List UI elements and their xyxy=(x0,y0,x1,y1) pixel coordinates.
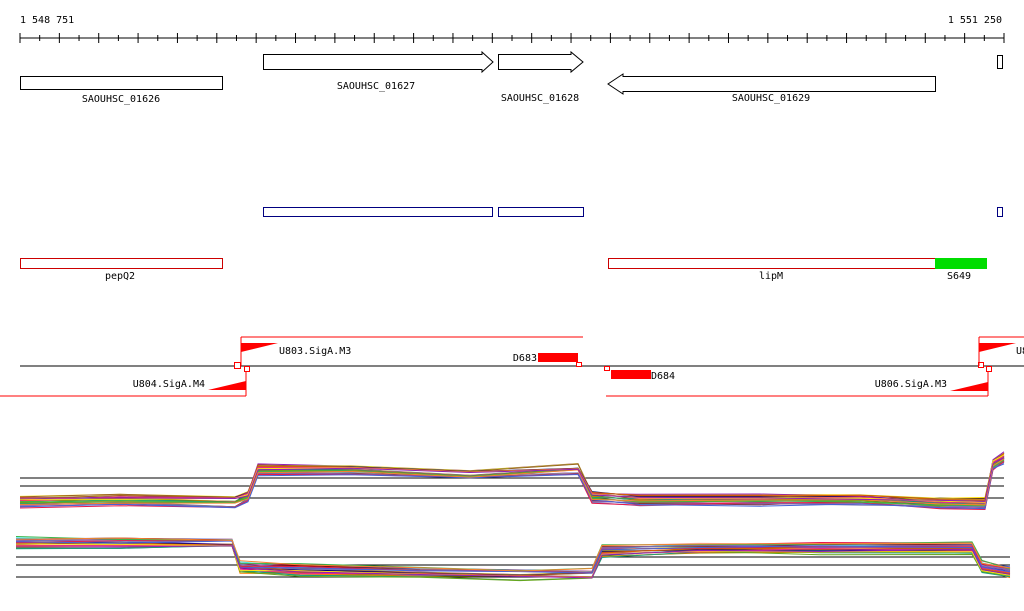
promoter-U804-triangle[interactable] xyxy=(208,381,246,390)
expression-trace xyxy=(15,537,1011,572)
feature-label: lipM xyxy=(759,271,783,282)
ruler-ticks xyxy=(19,33,1005,43)
cds-box[interactable] xyxy=(498,207,584,217)
coordinate-ruler: 1 548 751 1 551 250 xyxy=(19,15,1005,43)
expression-panel-reverse xyxy=(15,536,1011,582)
end-coordinate: 1 551 250 xyxy=(948,15,1002,26)
feature-label: S649 xyxy=(947,271,971,282)
expression-trace xyxy=(15,540,1011,574)
gene-label: SAOUHSC_01629 xyxy=(732,93,810,104)
expression-trace xyxy=(19,454,1005,501)
expression-traces xyxy=(19,451,1005,511)
terminator-marker xyxy=(576,362,582,367)
gene-label: SAOUHSC_01627 xyxy=(337,81,415,92)
gene-SAOUHSC_01628-arrow[interactable] xyxy=(498,50,584,74)
promoter-label: U803.SigA.M3 xyxy=(279,346,351,357)
expression-trace xyxy=(19,458,1005,506)
promoter-U806-triangle[interactable] xyxy=(950,382,988,391)
promoter-label: U806.SigA.M3 xyxy=(875,379,947,390)
gene-track: SAOUHSC_01626 SAOUHSC_01627 SAOUHSC_0162… xyxy=(20,50,1003,105)
regulatory-track: U803.SigA.M3 U804.SigA.M4 D683 D684 U806… xyxy=(0,336,1024,397)
gene-partial-right[interactable] xyxy=(997,55,1003,69)
terminator-D684[interactable] xyxy=(611,370,651,379)
gene-label: SAOUHSC_01628 xyxy=(501,93,579,104)
promoter-marker xyxy=(244,366,250,372)
cds-box[interactable] xyxy=(263,207,493,217)
terminator-marker xyxy=(604,366,610,371)
promoter-marker xyxy=(234,362,241,369)
expression-traces xyxy=(15,536,1011,582)
expression-panel-forward xyxy=(19,451,1005,511)
promoter-marker xyxy=(986,366,992,372)
feature-lipM[interactable] xyxy=(608,258,987,269)
promoter-U803-triangle[interactable] xyxy=(241,343,278,352)
promoter-label: U804.SigA.M4 xyxy=(133,379,205,390)
feature-track: pepQ2 lipM S649 xyxy=(20,258,987,282)
start-coordinate: 1 548 751 xyxy=(20,15,74,26)
expression-trace xyxy=(19,457,1005,502)
terminator-D683[interactable] xyxy=(538,353,578,362)
expression-trace xyxy=(19,463,1005,510)
gene-SAOUHSC_01627-arrow[interactable] xyxy=(263,50,494,74)
feature-label: pepQ2 xyxy=(105,271,135,282)
gene-SAOUHSC_01626[interactable] xyxy=(20,76,223,90)
feature-S649-highlight[interactable] xyxy=(935,258,987,269)
cds-box[interactable] xyxy=(997,207,1003,217)
expression-trace xyxy=(19,460,1005,511)
promoter-label: U8 xyxy=(1016,346,1024,357)
cds-track xyxy=(263,207,1003,217)
gene-SAOUHSC_01629-arrow[interactable] xyxy=(607,73,936,95)
terminator-label: D684 xyxy=(651,371,675,382)
terminator-label: D683 xyxy=(513,353,537,364)
gene-label: SAOUHSC_01626 xyxy=(82,94,160,105)
expression-trace xyxy=(15,545,1011,579)
promoter-U8-triangle[interactable] xyxy=(979,343,1016,352)
feature-pepQ2[interactable] xyxy=(20,258,223,269)
